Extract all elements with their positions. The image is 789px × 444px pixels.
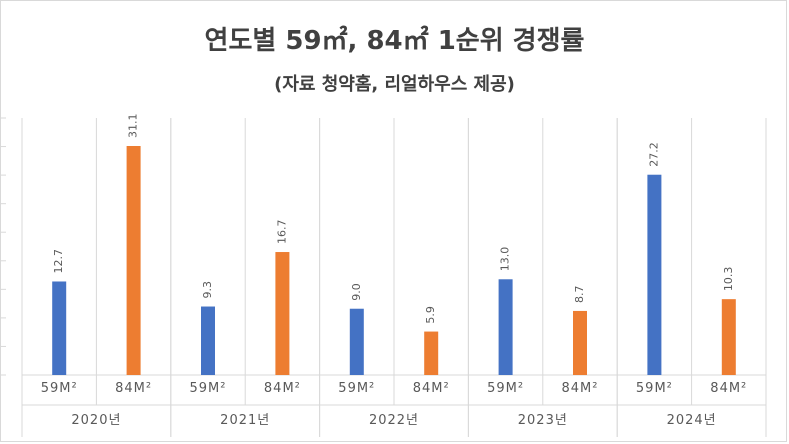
- group-label: 2020년: [71, 413, 121, 428]
- data-label: 13.0: [499, 247, 512, 271]
- bar: [573, 310, 587, 375]
- group-label: 2022년: [369, 413, 419, 428]
- bar: [126, 146, 141, 375]
- category-label: 84M²: [562, 381, 599, 396]
- chart-subtitle: (자료 청약홈, 리얼하우스 제공): [274, 74, 515, 95]
- category-label: 84M²: [264, 381, 301, 396]
- bar: [349, 308, 364, 375]
- data-label: 31.1: [127, 114, 140, 139]
- category-label: 84M²: [413, 381, 450, 396]
- data-label: 16.7: [275, 220, 288, 245]
- bar: [275, 252, 290, 375]
- data-label: 12.7: [52, 249, 65, 274]
- data-label: 27.2: [647, 142, 660, 167]
- bar: [498, 279, 513, 375]
- data-label: 10.3: [722, 267, 735, 292]
- group-label: 2024년: [667, 413, 717, 428]
- category-label: 59M²: [636, 381, 673, 396]
- bar: [647, 174, 662, 375]
- group-label: 2023년: [518, 413, 568, 428]
- bar: [424, 331, 439, 375]
- bar: [721, 299, 736, 375]
- data-label: 5.9: [424, 306, 437, 324]
- category-label: 84M²: [115, 381, 152, 396]
- bar: [52, 281, 67, 375]
- data-label: 8.7: [573, 285, 586, 303]
- data-label: 9.3: [201, 281, 214, 299]
- chart-title: 연도별 59㎡, 84㎡ 1순위 경쟁률: [204, 26, 585, 56]
- data-label: 9.0: [350, 283, 363, 301]
- group-label: 2021년: [220, 413, 270, 428]
- bar: [201, 306, 215, 375]
- category-label: 59M²: [487, 381, 524, 396]
- category-label: 84M²: [710, 381, 747, 396]
- category-label: 59M²: [338, 381, 375, 396]
- category-label: 59M²: [190, 381, 227, 396]
- category-label: 59M²: [41, 381, 78, 396]
